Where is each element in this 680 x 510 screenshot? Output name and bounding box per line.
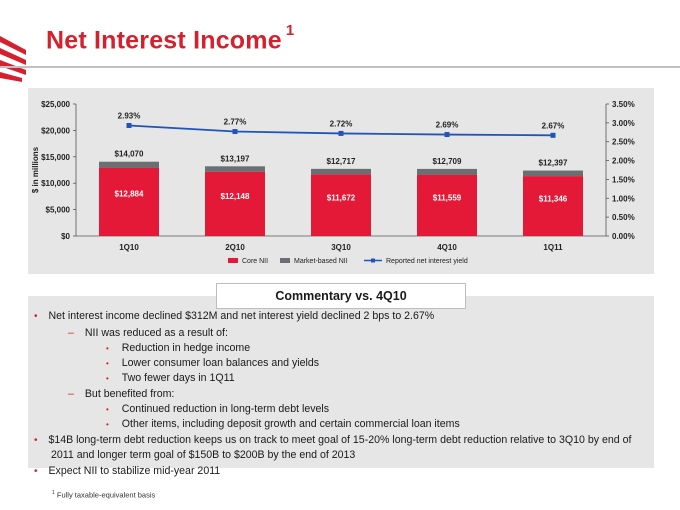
total-label: $12,397: [539, 159, 568, 168]
list-item: • Expect NII to stabilize mid-year 2011: [34, 465, 221, 477]
total-label: $14,070: [115, 150, 144, 159]
dash-icon: –: [68, 388, 74, 400]
list-item: • $14B long-term debt reduction keeps us…: [34, 434, 632, 446]
total-label: $12,709: [433, 157, 462, 166]
legend-swatch-market: [280, 258, 290, 263]
x-tick-label: 1Q10: [119, 243, 139, 252]
x-tick-label: 4Q10: [437, 243, 457, 252]
left-tick-label: $20,000: [41, 126, 70, 135]
market-based-nii-bar: [311, 168, 371, 175]
core-value-label: $11,559: [433, 194, 462, 203]
list-item-continuation: 2011 and longer term goal of $150B to $2…: [51, 449, 356, 461]
yield-point: [126, 122, 132, 128]
list-item: • Reduction in hedge income: [106, 342, 251, 354]
total-label: $12,717: [327, 157, 356, 166]
market-based-nii-bar: [205, 166, 265, 172]
yield-point: [444, 132, 450, 138]
list-item: • Continued reduction in long-term debt …: [106, 403, 330, 415]
core-nii-bar: [417, 174, 477, 236]
right-tick-label: 3.50%: [612, 100, 635, 109]
legend-swatch-core: [228, 258, 238, 263]
core-value-label: $12,148: [221, 192, 250, 201]
right-tick-label: 1.00%: [612, 194, 635, 203]
core-value-label: $11,346: [539, 194, 568, 203]
footnote: 1 Fully taxable-equivalent basis: [52, 490, 155, 500]
legend-label-market: Market-based NII: [294, 258, 348, 265]
legend-swatch-yield-marker: [371, 258, 375, 263]
footnote-marker: 1: [52, 490, 55, 496]
yield-label: 2.93%: [118, 111, 141, 120]
yield-label: 2.69%: [436, 121, 459, 130]
y-axis-label: $ in millions: [31, 146, 40, 193]
left-tick-label: $5,000: [46, 206, 71, 215]
right-tick-label: 1.50%: [612, 175, 635, 184]
dash-icon: –: [68, 327, 74, 339]
left-tick-label: $10,000: [41, 179, 70, 188]
bullet-icon: •: [34, 311, 38, 322]
yield-label: 2.72%: [330, 119, 353, 128]
list-item: • Net interest income declined $312M and…: [34, 310, 435, 322]
bullet-icon: •: [34, 466, 38, 477]
commentary-panel: [28, 296, 654, 468]
market-based-nii-bar: [99, 161, 159, 168]
title-footnote-marker: 1: [285, 22, 295, 39]
left-tick-label: $25,000: [41, 100, 70, 109]
bullet-icon: •: [106, 420, 109, 429]
total-label: $13,197: [221, 154, 250, 163]
list-item: • Lower consumer loan balances and yield…: [106, 357, 320, 369]
list-item: – NII was reduced as a result of:: [68, 327, 228, 339]
yield-label: 2.77%: [224, 118, 247, 127]
page-title: Net Interest Income 1: [46, 22, 294, 55]
chart-panel: $25,000 $20,000 $15,000 $10,000 $5,000 $0 3.50…: [28, 88, 654, 274]
right-tick-label: 2.50%: [612, 138, 635, 147]
core-value-label: $11,672: [327, 193, 356, 202]
list-item: • Two fewer days in 1Q11: [106, 372, 235, 384]
left-tick-label: $0: [61, 232, 70, 241]
bullet-icon: •: [106, 344, 109, 353]
core-nii-bar: [523, 176, 583, 236]
x-tick-label: 3Q10: [331, 243, 351, 252]
yield-point: [338, 130, 344, 136]
legend-label-core: Core NII: [242, 258, 268, 265]
yield-label: 2.67%: [542, 121, 565, 130]
market-based-nii-bar: [417, 168, 477, 175]
left-tick-label: $15,000: [41, 153, 70, 162]
market-based-nii-bar: [523, 170, 583, 177]
yield-point: [232, 129, 238, 135]
right-tick-label: 3.00%: [612, 119, 635, 128]
right-tick-label: 0.00%: [612, 232, 635, 241]
bullet-icon: •: [106, 359, 109, 368]
core-nii-bar: [205, 171, 265, 236]
bullet-icon: •: [106, 374, 109, 383]
list-item: – But benefited from:: [68, 388, 175, 400]
right-tick-label: 2.00%: [612, 157, 635, 166]
bank-logo: [0, 36, 26, 82]
title-divider: [0, 66, 680, 68]
right-tick-label: 0.50%: [612, 213, 635, 222]
title-text: Net Interest Income: [46, 26, 282, 55]
legend-label-yield: Reported net interest yield: [386, 258, 468, 265]
x-tick-label: 1Q11: [543, 243, 563, 252]
list-item: • Other items, including deposit growth …: [106, 418, 460, 430]
bullet-icon: •: [34, 435, 38, 446]
footnote-text: Fully taxable-equivalent basis: [56, 490, 156, 500]
core-nii-bar: [311, 174, 371, 236]
core-value-label: $12,884: [115, 190, 144, 199]
bullet-icon: •: [106, 405, 109, 414]
nii-chart: $25,000 $20,000 $15,000 $10,000 $5,000 $0 3.50…: [31, 100, 635, 265]
commentary-heading: Commentary vs. 4Q10: [216, 283, 466, 309]
x-tick-label: 2Q10: [225, 243, 245, 252]
yield-point: [550, 132, 556, 138]
core-nii-bar: [99, 167, 159, 236]
